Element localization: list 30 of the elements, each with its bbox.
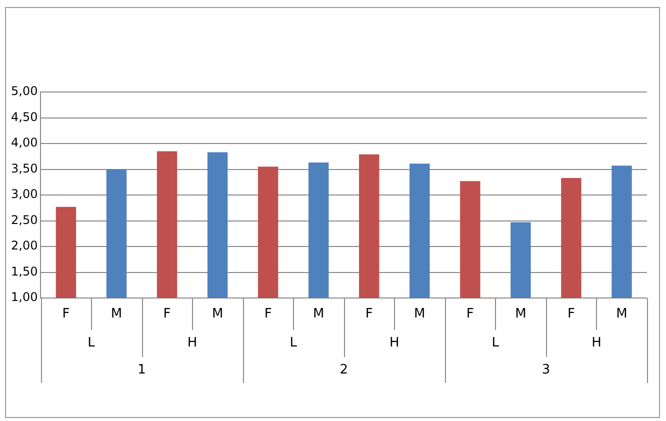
text: L <box>290 335 298 350</box>
text: 1 <box>138 362 146 378</box>
text: 3 <box>542 362 550 378</box>
x-tick-label: M <box>414 306 426 322</box>
y-tick-label: 3,00 <box>11 187 38 202</box>
x-tick-label: F <box>365 306 373 322</box>
y-tick-label: 5,00 <box>11 84 38 98</box>
text: L <box>492 335 500 350</box>
text: L <box>88 335 96 350</box>
x-tick-label: F <box>264 306 272 322</box>
y-tick-label: 4,00 <box>11 136 38 150</box>
y-tick-label: 3,50 <box>11 161 38 176</box>
x-tick-label: F <box>163 306 171 322</box>
x-tick-label: M <box>312 306 324 322</box>
x-tick-label: F <box>466 306 474 322</box>
x-tick-label: M <box>212 306 224 322</box>
y-tick-label: 2,00 <box>11 238 38 253</box>
text: 2 <box>340 362 348 378</box>
text: H <box>592 335 602 350</box>
x-tick-label: F <box>62 306 70 322</box>
text: H <box>187 335 198 350</box>
y-tick-label: 1,50 <box>11 264 38 278</box>
x-tick-label: M <box>616 306 628 322</box>
x-tick-label: M <box>110 306 122 322</box>
x-tick-label: M <box>515 306 526 322</box>
x-tick-label: F <box>567 306 575 322</box>
y-tick-label: 1,00 <box>11 290 38 304</box>
y-tick-label: 4,50 <box>11 110 38 124</box>
text: H <box>389 335 400 350</box>
y-tick-label: 2,50 <box>11 212 38 227</box>
